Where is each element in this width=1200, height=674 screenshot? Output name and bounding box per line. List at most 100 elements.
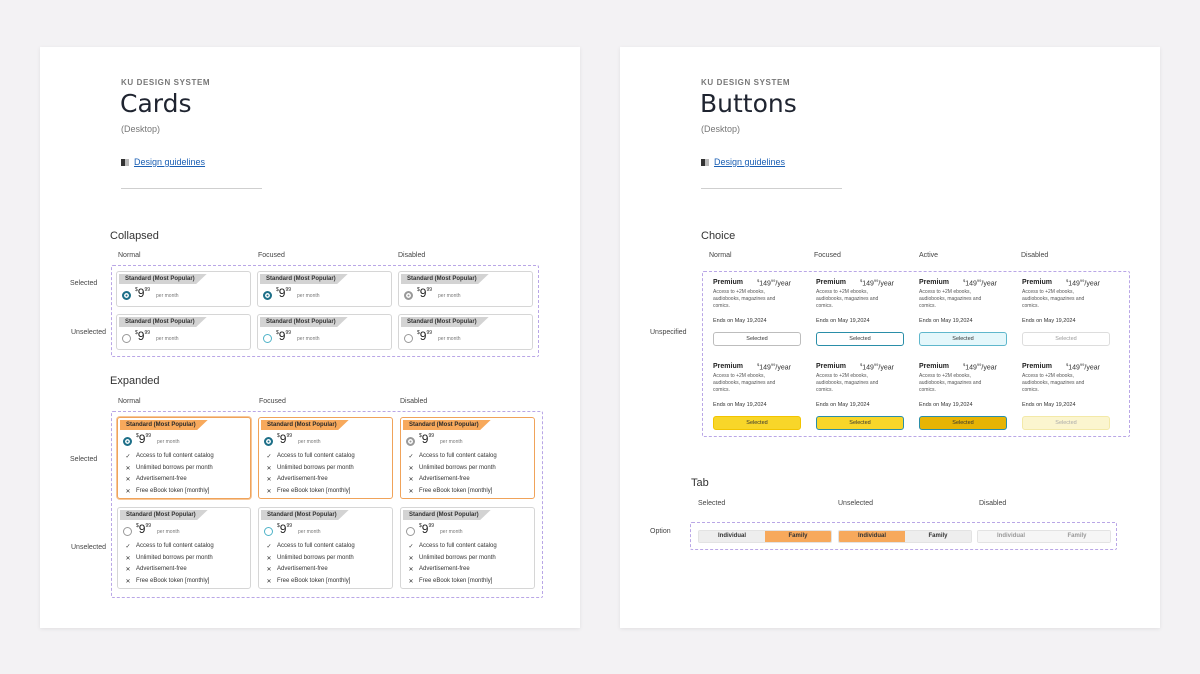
radio-unselected-focused[interactable] <box>263 334 272 343</box>
plan-description: Access to +2M ebooks, audiobooks, magazi… <box>816 373 879 393</box>
choice-card[interactable]: Premium $14999/year Access to +2M ebooks… <box>713 362 803 433</box>
column-head-disabled: Disabled <box>979 500 1007 507</box>
design-guidelines-link[interactable]: Design guidelines <box>121 157 205 167</box>
plan-name: Premium <box>816 363 846 370</box>
choice-card-focused[interactable]: Premium $14999/year Access to +2M ebooks… <box>816 278 906 349</box>
selected-button-focused[interactable]: Selected <box>816 332 904 346</box>
plan-tag: Standard (Most Popular) <box>120 510 208 520</box>
plan-card-expanded-focused[interactable]: Standard (Most Popular) $999per month ✓ A… <box>258 417 393 499</box>
plan-price: $14999/year <box>860 362 894 372</box>
plan-card-focused[interactable]: Standard (Most Popular) $999per month <box>257 314 392 350</box>
feature-item: ✕ Free eBook token [monthly] <box>266 578 351 585</box>
radio-selected[interactable] <box>123 437 132 446</box>
plan-tag: Standard (Most Popular) <box>401 274 489 284</box>
plan-name: Premium <box>713 363 743 370</box>
cross-icon: ✕ <box>266 477 272 483</box>
column-head-disabled: Disabled <box>398 252 426 259</box>
check-icon: ✓ <box>125 454 131 460</box>
page-subtitle: (Desktop) <box>121 124 161 134</box>
radio-selected[interactable] <box>263 291 272 300</box>
section-title-choice: Choice <box>701 230 736 242</box>
plan-name: Premium <box>816 279 846 286</box>
plan-end-date: Ends on May 19,2024 <box>713 318 767 324</box>
feature-item: ✕ Unlimited borrows per month <box>266 465 354 472</box>
choice-card[interactable]: Premium $14999/year Access to +2M ebooks… <box>713 278 803 349</box>
choice-card-focused[interactable]: Premium $14999/year Access to +2M ebooks… <box>816 362 906 433</box>
check-icon: ✓ <box>266 544 272 550</box>
feature-item: ✕ Unlimited borrows per month <box>266 555 354 562</box>
plan-card-focused[interactable]: Standard (Most Popular) $999per month <box>257 271 392 307</box>
selected-button[interactable]: Selected <box>713 416 801 430</box>
check-icon: ✓ <box>125 544 131 550</box>
cross-icon: ✕ <box>125 579 131 585</box>
plan-tag: Standard (Most Popular) <box>401 317 489 327</box>
plan-price: $999per month <box>417 329 461 343</box>
radio-selected[interactable] <box>264 437 273 446</box>
feature-item: ✓ Access to full content catalog <box>266 543 355 550</box>
tab-group: Individual Family <box>698 530 832 543</box>
selected-button-active[interactable]: Selected <box>919 416 1007 430</box>
plan-name: Premium <box>713 279 743 286</box>
selected-button-focused[interactable]: Selected <box>816 416 904 430</box>
radio-unselected-focused[interactable] <box>264 527 273 536</box>
column-head-normal: Normal <box>118 252 141 259</box>
column-head-selected: Selected <box>698 500 726 507</box>
cross-icon: ✕ <box>125 466 131 472</box>
plan-card-expanded[interactable]: Standard (Most Popular) $999per month ✓ A… <box>117 507 251 589</box>
check-icon: ✓ <box>408 544 414 550</box>
plan-price: $14999/year <box>1066 362 1100 372</box>
radio-unselected[interactable] <box>123 527 132 536</box>
plan-price: $999per month <box>277 522 321 536</box>
cross-icon: ✕ <box>408 556 414 562</box>
selected-button[interactable]: Selected <box>713 332 801 346</box>
check-icon: ✓ <box>266 454 272 460</box>
plan-price: $999per month <box>419 522 463 536</box>
tab-family[interactable]: Family <box>905 531 971 542</box>
plan-tag: Standard (Most Popular) <box>119 274 207 284</box>
plan-price: $14999/year <box>963 278 997 288</box>
row-head-unselected: Unselected <box>71 329 107 336</box>
feature-item: ✕ Unlimited borrows per month <box>125 555 213 562</box>
choice-card-active[interactable]: Premium $14999/year Access to +2M ebooks… <box>919 362 1009 433</box>
feature-item: ✕ Advertisement-free <box>408 476 470 483</box>
check-icon: ✓ <box>408 454 414 460</box>
feature-item: ✕ Free eBook token [monthly] <box>408 488 493 495</box>
feature-item: ✕ Advertisement-free <box>125 476 187 483</box>
plan-end-date: Ends on May 19,2024 <box>816 318 870 324</box>
choice-card-active[interactable]: Premium $14999/year Access to +2M ebooks… <box>919 278 1009 349</box>
cross-icon: ✕ <box>408 466 414 472</box>
choice-card-disabled: Premium $14999/year Access to +2M ebooks… <box>1022 362 1112 433</box>
design-guidelines-label: Design guidelines <box>714 157 786 167</box>
feature-item: ✕ Advertisement-free <box>125 566 187 573</box>
plan-card-disabled: Standard (Most Popular) $999per month <box>398 271 533 307</box>
selected-button-active[interactable]: Selected <box>919 332 1007 346</box>
plan-price: $999per month <box>135 329 179 343</box>
cross-icon: ✕ <box>266 579 272 585</box>
plan-card[interactable]: Standard (Most Popular) $999per month <box>116 314 251 350</box>
design-guidelines-link[interactable]: Design guidelines <box>701 157 785 167</box>
radio-selected[interactable] <box>122 291 131 300</box>
radio-unselected[interactable] <box>122 334 131 343</box>
tab-individual[interactable]: Individual <box>699 531 765 542</box>
feature-item: ✓ Access to full content catalog <box>266 453 355 460</box>
feature-item: ✕ Advertisement-free <box>408 566 470 573</box>
divider <box>701 188 842 189</box>
plan-card-expanded-focused[interactable]: Standard (Most Popular) $999per month ✓ A… <box>258 507 393 589</box>
cross-icon: ✕ <box>125 567 131 573</box>
tab-family: Family <box>1044 531 1110 542</box>
plan-card-expanded[interactable]: Standard (Most Popular) $999per month ✓ A… <box>117 417 251 499</box>
plan-card[interactable]: Standard (Most Popular) $999per month <box>116 271 251 307</box>
column-head-unselected: Unselected <box>838 500 874 507</box>
cross-icon: ✕ <box>266 489 272 495</box>
divider <box>121 188 262 189</box>
cards-sheet: KU DESIGN SYSTEM Cards (Desktop) Design … <box>40 47 580 628</box>
column-head-focused: Focused <box>258 252 285 259</box>
tab-individual[interactable]: Individual <box>839 531 905 542</box>
plan-description: Access to +2M ebooks, audiobooks, magazi… <box>1022 289 1085 309</box>
choice-card-disabled: Premium $14999/year Access to +2M ebooks… <box>1022 278 1112 349</box>
plan-card-expanded-disabled: Standard (Most Popular) $999per month ✓ A… <box>400 417 535 499</box>
tab-family[interactable]: Family <box>765 531 831 542</box>
plan-tag: Standard (Most Popular) <box>261 420 349 430</box>
buttons-sheet: KU DESIGN SYSTEM Buttons (Desktop) Desig… <box>620 47 1160 628</box>
plan-tag: Standard (Most Popular) <box>120 420 208 430</box>
